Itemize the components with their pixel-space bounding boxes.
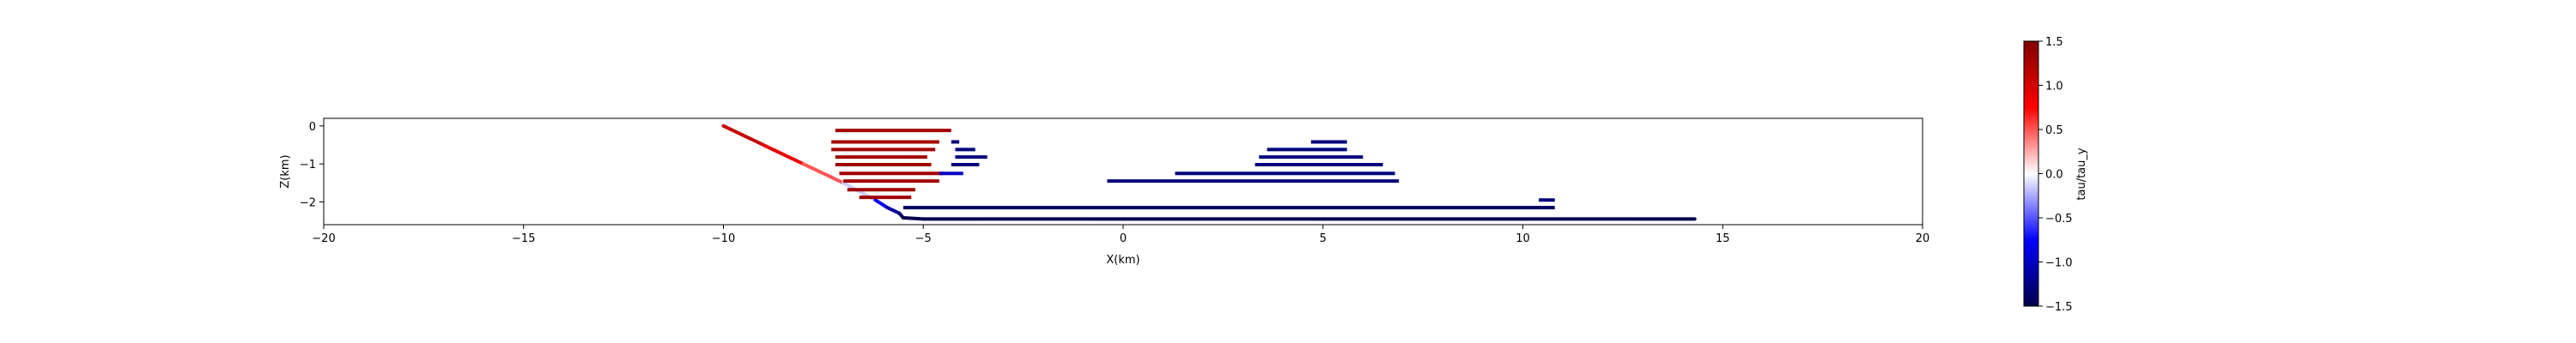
colorbar-ticks: 1.5 1.0 0.5 0.0 −0.5 −1.0 −1.5 bbox=[2038, 36, 2073, 314]
x-tick-label: −15 bbox=[512, 232, 535, 245]
y-axis-label: Z(km) bbox=[279, 154, 292, 188]
fault-layer bbox=[721, 123, 1697, 221]
colorbar-tick-label: 0.5 bbox=[2045, 124, 2063, 137]
y-tick-label: 0 bbox=[309, 121, 316, 134]
y-tick-label: −1 bbox=[300, 159, 316, 172]
x-tick-label: 0 bbox=[1120, 232, 1127, 245]
x-axis: −20 −15 −10 −5 0 5 10 15 20 bbox=[312, 225, 1929, 245]
segment-layer bbox=[831, 129, 1555, 210]
x-tick-label: −5 bbox=[915, 232, 932, 245]
fault-trace-piece bbox=[885, 206, 902, 215]
colorbar-label: tau/tau_y bbox=[2075, 147, 2088, 200]
colorbar-tick-label: 1.0 bbox=[2045, 81, 2063, 93]
fault-trace-piece bbox=[801, 162, 846, 185]
fault-trace-piece bbox=[873, 198, 890, 210]
colorbar-gradient bbox=[2023, 40, 2039, 307]
plot-area bbox=[323, 117, 1923, 226]
y-tick-label: −2 bbox=[300, 196, 316, 209]
colorbar-tick-label: 0.0 bbox=[2045, 169, 2063, 182]
colorbar-tick-label: −0.5 bbox=[2045, 213, 2073, 226]
colorbar-tick-label: 1.5 bbox=[2045, 36, 2063, 49]
y-axis: 0 −1 −2 bbox=[300, 121, 324, 209]
x-tick-label: −20 bbox=[312, 232, 335, 245]
colorbar-tick-label: −1.0 bbox=[2045, 257, 2073, 270]
x-tick-label: 15 bbox=[1716, 232, 1730, 245]
fault-trace-piece bbox=[762, 143, 805, 166]
x-tick-label: 10 bbox=[1516, 232, 1530, 245]
x-tick-label: −10 bbox=[712, 232, 735, 245]
colorbar-tick-label: −1.5 bbox=[2045, 301, 2073, 314]
x-tick-label: 20 bbox=[1916, 232, 1930, 245]
x-tick-label: 5 bbox=[1320, 232, 1327, 245]
x-axis-label: X(km) bbox=[1106, 254, 1139, 267]
colorbar: 1.5 1.0 0.5 0.0 −0.5 −1.0 −1.5 tau/tau_y bbox=[2023, 36, 2088, 314]
fault-trace-piece bbox=[721, 123, 766, 147]
fault-trace-piece bbox=[901, 216, 926, 221]
